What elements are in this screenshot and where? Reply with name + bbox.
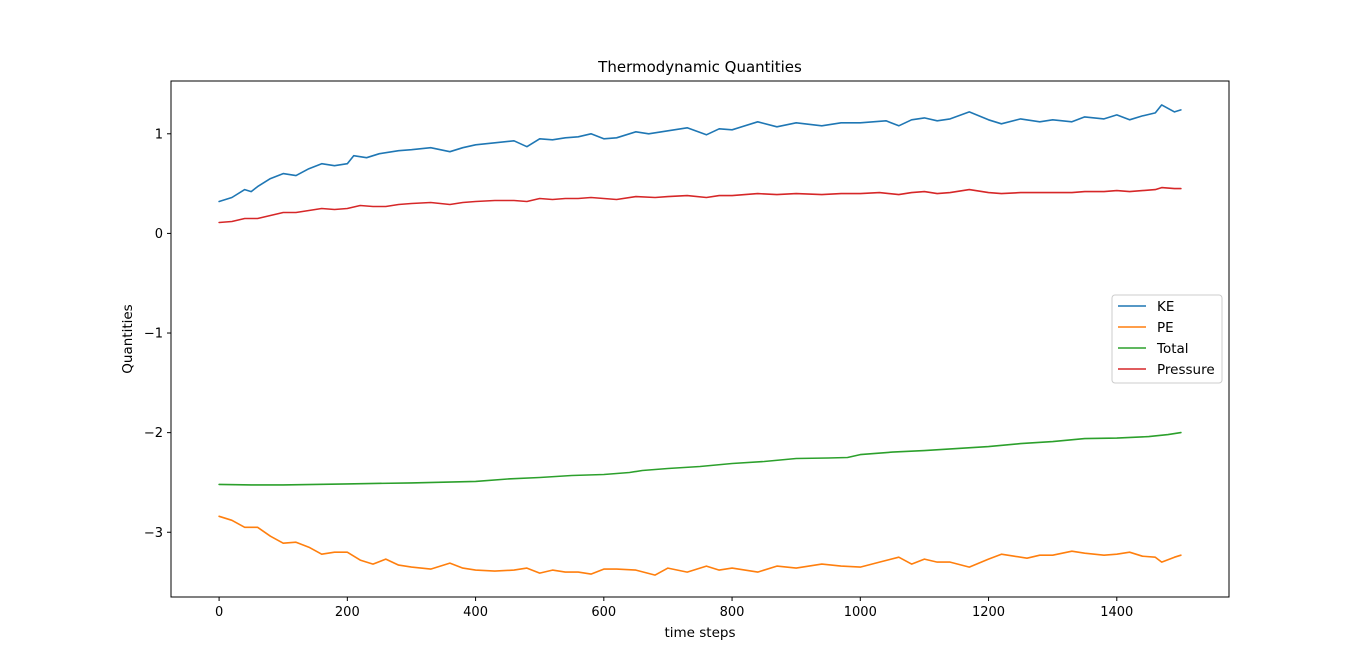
legend: KE PE Total Pressure — [1111, 294, 1223, 384]
x-tick-label: 1200 — [972, 605, 1005, 620]
x-tick-label: 800 — [720, 605, 745, 620]
legend-label-ke: KE — [1157, 299, 1174, 315]
y-axis-label: Quantities — [120, 304, 136, 373]
legend-label-total: Total — [1156, 341, 1189, 357]
series-line-pressure — [218, 186, 1182, 224]
y-tick-label: −3 — [144, 526, 163, 541]
x-tick-label: 200 — [335, 605, 360, 620]
legend-label-pe: PE — [1157, 320, 1174, 336]
y-tick-label: −1 — [144, 327, 163, 342]
chart-title: Thermodynamic Quantities — [597, 58, 802, 76]
series-layer — [218, 104, 1182, 576]
y-tick-label: 1 — [155, 127, 163, 142]
series-line-total — [218, 431, 1182, 486]
x-axis: 0 200 400 600 800 1000 1200 1400 — [215, 597, 1133, 620]
x-tick-label: 0 — [215, 605, 223, 620]
plot-area-frame — [170, 80, 1230, 598]
x-tick-label: 1000 — [844, 605, 877, 620]
legend-label-pressure: Pressure — [1157, 362, 1215, 378]
x-tick-label: 1400 — [1100, 605, 1133, 620]
y-axis: −3 −2 −1 0 1 — [144, 127, 171, 541]
legend-box — [1111, 294, 1223, 384]
series-line-ke — [218, 104, 1182, 203]
x-axis-label: time steps — [664, 625, 735, 641]
x-tick-label: 600 — [591, 605, 616, 620]
y-tick-label: −2 — [144, 426, 163, 441]
series-line-pe — [218, 515, 1182, 576]
y-tick-label: 0 — [155, 227, 163, 242]
x-tick-label: 400 — [463, 605, 488, 620]
